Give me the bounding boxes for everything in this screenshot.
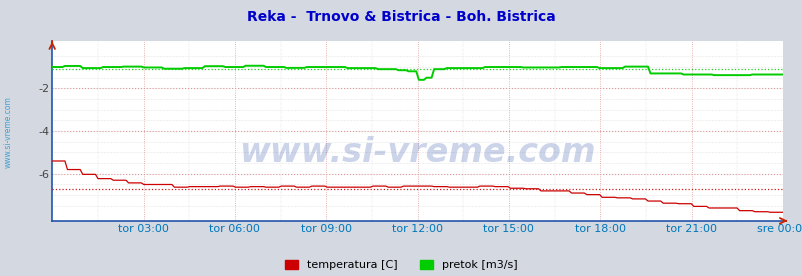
- Legend: temperatura [C], pretok [m3/s]: temperatura [C], pretok [m3/s]: [285, 260, 517, 270]
- Text: www.si-vreme.com: www.si-vreme.com: [3, 97, 12, 168]
- Text: Reka -  Trnovo & Bistrica - Boh. Bistrica: Reka - Trnovo & Bistrica - Boh. Bistrica: [247, 10, 555, 24]
- Text: www.si-vreme.com: www.si-vreme.com: [239, 136, 595, 169]
